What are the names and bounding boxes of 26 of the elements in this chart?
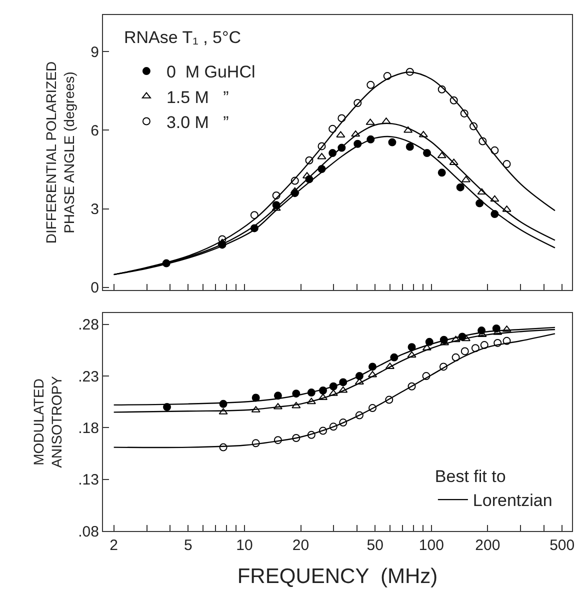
y-tick-label: .18 [78,420,99,437]
x-tick-label: 10 [236,537,253,554]
y-tick-label: 3 [90,201,99,218]
legend-label: Lorentzian [472,491,552,510]
legend-label: 0 M GuHCl [166,62,256,82]
legend-label: 1.5 M ” [166,88,230,107]
x-tick-label: 50 [366,537,384,554]
y-tick-label: .08 [78,523,99,540]
y-axis-title: DIFFERENTIAL POLARIZED PHASE ANGLE (degrees) [43,61,78,244]
y-tick-label: .23 [78,368,99,386]
y-tick-label: 0 [90,280,99,297]
x-axis-title: FREQUENCY (MHz) [237,565,438,588]
x-tick-label: 5 [184,537,192,554]
legend-label: 3.0 M ” [166,112,230,132]
y-tick-label: .13 [78,472,99,489]
y-tick-label: 6 [90,122,99,140]
x-tick-label: 100 [418,537,444,554]
y-axis-title: MODULATED ANISOTROPY [30,375,65,468]
x-tick-label: 2 [110,537,118,554]
x-tick-label: 20 [292,537,310,554]
y-tick-label: .28 [78,316,99,334]
y-tick-label: 9 [90,44,99,61]
annotation: RNAse T₁ , 5°C [124,28,242,47]
x-tick-label: 500 [550,537,575,554]
legend-title: Best fit to [434,467,506,486]
x-tick-label: 200 [475,537,500,554]
